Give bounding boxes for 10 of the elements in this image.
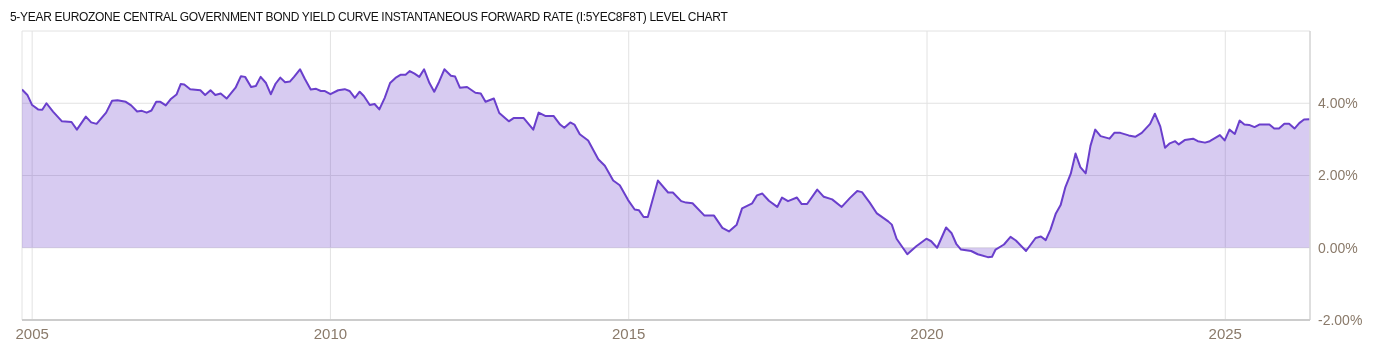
y-tick-label: 4.00% [1318,95,1358,112]
x-tick-label: 2025 [1208,324,1242,342]
x-tick-label: 2010 [313,324,348,342]
x-tick-label: 2005 [15,324,49,342]
y-tick-label: -2.00% [1318,311,1363,328]
chart-title: 5-YEAR EUROZONE CENTRAL GOVERNMENT BOND YIELD CURVE INSTANTANEOUS FORWARD RATE (I:5YEC8F8T) LEVEL CHART [9,9,729,26]
y-tick-label: 2.00% [1318,167,1358,184]
y-tick-label: 0.00% [1318,239,1358,256]
x-tick-label: 2020 [910,324,944,342]
x-tick-label: 2015 [612,324,646,342]
